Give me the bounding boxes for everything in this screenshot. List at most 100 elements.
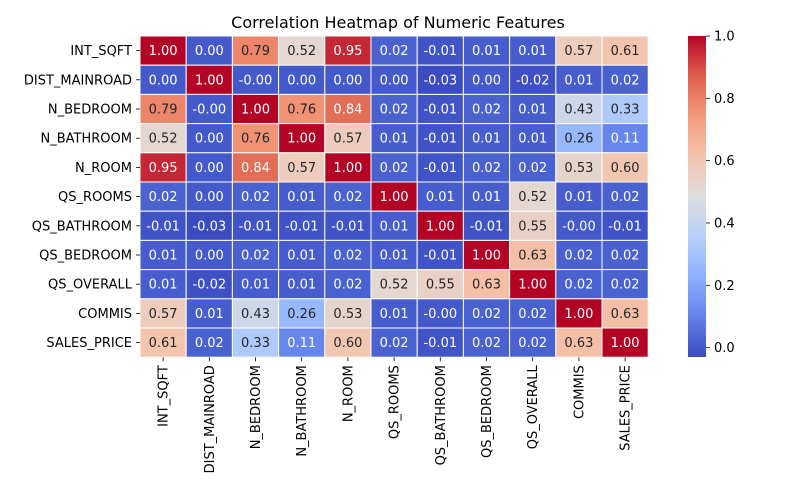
column-tick-label: DIST_MAINROAD [203, 365, 218, 473]
cell-value-label: 0.02 [611, 73, 640, 88]
cell-value-label: 0.52 [380, 278, 409, 293]
cell-value-label: 0.01 [380, 249, 409, 264]
cell-value-label: 0.63 [564, 336, 593, 351]
cell-value-label: -0.01 [423, 132, 457, 147]
colorbar-tick-label: 0.2 [714, 279, 735, 294]
heatmap-cell [416, 93, 464, 125]
heatmap-cell [324, 64, 372, 95]
cell-value-label: 0.57 [333, 132, 362, 147]
cell-value-label: -0.01 [423, 161, 457, 176]
cell-value-label: 0.02 [518, 336, 547, 351]
cell-value-label: 0.02 [380, 336, 409, 351]
cell-value-label: -0.01 [285, 219, 319, 234]
heatmap-cell [416, 210, 464, 241]
heatmap-cell [324, 152, 372, 183]
heatmap-cell [601, 298, 649, 329]
cell-value-label: 0.95 [333, 44, 362, 59]
cell-value-label: 0.01 [472, 132, 501, 147]
heatmap-cell [601, 123, 649, 154]
cell-value-label: 0.33 [241, 336, 270, 351]
cell-value-label: 0.00 [333, 73, 362, 88]
cell-value-label: 1.00 [149, 44, 178, 59]
column-tick-label: QS_ROOMS [388, 365, 403, 439]
row-tick-label: QS_BATHROOM [32, 219, 132, 234]
cell-value-label: 0.11 [611, 132, 640, 147]
cell-value-label: 0.95 [149, 161, 178, 176]
cell-value-label: 1.00 [472, 249, 501, 264]
cell-value-label: 0.01 [149, 278, 178, 293]
heatmap-cell [555, 35, 603, 66]
cell-value-label: 0.33 [611, 103, 640, 118]
cell-value-label: 0.11 [287, 336, 316, 351]
heatmap-cell [370, 298, 418, 329]
heatmap-cell [139, 210, 187, 241]
cell-value-label: 0.01 [564, 190, 593, 205]
cell-value-label: 0.76 [287, 103, 316, 118]
cell-value-label: 0.60 [333, 336, 362, 351]
colorbar: 0.0 0.2 0.4 0.6 0.8 1.0 [688, 30, 735, 357]
cell-value-label: 0.57 [149, 307, 178, 322]
heatmap-cell [139, 152, 187, 183]
heatmap-cell [139, 93, 187, 125]
cell-value-label: 0.01 [195, 307, 224, 322]
cell-value-label: 0.52 [287, 44, 316, 59]
cell-value-label: 0.79 [241, 44, 270, 59]
heatmap-cell [601, 35, 649, 66]
heatmap-cell [509, 93, 557, 125]
heatmap-cell [278, 239, 326, 271]
heatmap-cell [231, 152, 280, 183]
cell-value-label: 0.01 [149, 249, 178, 264]
cell-value-label: -0.01 [423, 44, 457, 59]
cell-value-label: 0.02 [564, 249, 593, 264]
heatmap-cell [139, 181, 187, 212]
colorbar-tick-label: 0.4 [714, 216, 735, 231]
cell-value-label: 0.01 [287, 190, 316, 205]
colorbar-tick-label: 0.0 [714, 341, 735, 356]
heatmap-cell [416, 152, 464, 183]
cell-value-label: 0.02 [149, 190, 178, 205]
heatmap-cell [509, 123, 557, 154]
heatmap-cell [462, 239, 511, 271]
cell-value-label: 0.00 [195, 44, 224, 59]
chart-title: Correlation Heatmap of Numeric Features [231, 13, 565, 32]
cell-value-label: 1.00 [380, 190, 409, 205]
cell-value-label: -0.02 [192, 278, 226, 293]
heatmap-cell [555, 64, 603, 95]
cell-value-label: 0.63 [472, 278, 501, 293]
colorbar-tick-label: 0.8 [714, 92, 735, 107]
cell-value-label: 0.52 [518, 190, 547, 205]
row-labels: INT_SQFT DIST_MAINROAD N_BEDROOM N_BATHROOM… [24, 44, 140, 351]
heatmap-cell [462, 64, 511, 95]
cell-value-label: 0.00 [195, 190, 224, 205]
column-tick-label: INT_SQFT [157, 365, 172, 427]
heatmap-cell [462, 298, 511, 329]
heatmap-cell [185, 239, 233, 271]
heatmap-cell [555, 210, 603, 241]
heatmap-cell [185, 327, 233, 358]
heatmap-cell [416, 64, 464, 95]
cell-value-label: 0.02 [333, 278, 362, 293]
cell-value-label: 0.01 [241, 278, 270, 293]
cell-value-label: 0.00 [149, 73, 178, 88]
cell-value-label: 0.55 [518, 219, 547, 234]
cell-value-label: 0.76 [241, 132, 270, 147]
heatmap-cell [370, 210, 418, 241]
cell-value-label: -0.03 [423, 73, 457, 88]
cell-value-label: -0.00 [192, 103, 226, 118]
cell-value-label: 0.02 [380, 103, 409, 118]
column-tick-label: QS_OVERALL [526, 364, 541, 449]
cell-value-label: 0.26 [564, 132, 593, 147]
cell-value-label: 0.01 [518, 103, 547, 118]
row-tick-label: INT_SQFT [70, 44, 132, 59]
heatmap-cell [324, 327, 372, 358]
cell-value-label: 0.02 [611, 249, 640, 264]
cell-value-label: 0.84 [333, 103, 362, 118]
cell-value-label: -0.01 [608, 219, 642, 234]
cell-value-label: 1.00 [426, 219, 455, 234]
heatmap-cell [462, 210, 511, 241]
heatmap-cell [601, 181, 649, 212]
heatmap-cell [509, 152, 557, 183]
cell-value-label: 0.63 [611, 307, 640, 322]
